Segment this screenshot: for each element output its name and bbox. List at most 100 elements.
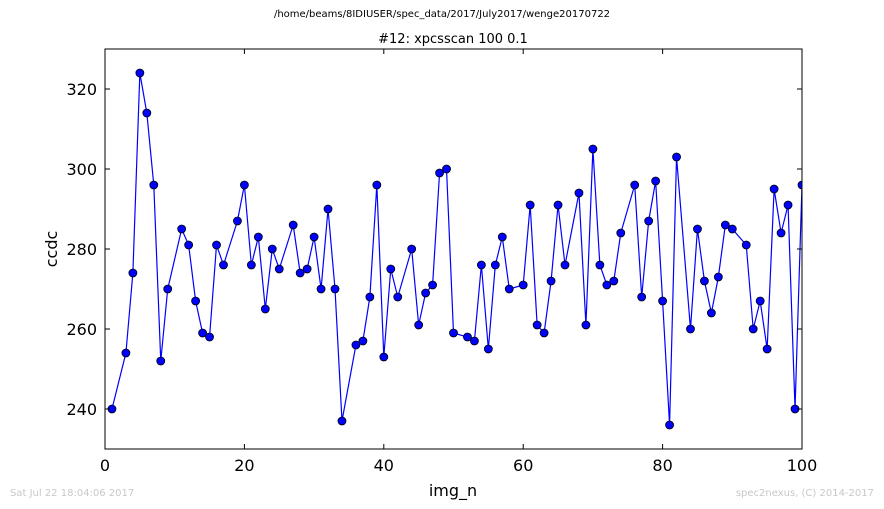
data-point (532, 320, 542, 330)
data-point (288, 220, 298, 230)
y-tick-label: 320 (66, 80, 97, 99)
data-point (539, 328, 549, 338)
data-point (769, 184, 779, 194)
x-tick-label: 100 (787, 456, 818, 475)
data-point (651, 176, 661, 186)
data-point (470, 336, 479, 346)
data-point (156, 356, 166, 366)
data-point (386, 264, 396, 274)
data-point (309, 232, 319, 242)
data-point (260, 304, 270, 314)
y-tick-label: 260 (66, 320, 97, 339)
data-point (553, 200, 563, 210)
data-point (435, 168, 444, 178)
data-point (219, 260, 228, 270)
data-point (163, 284, 173, 294)
data-point (518, 280, 528, 290)
data-point (135, 68, 145, 78)
data-point (783, 200, 793, 210)
chart-title: #12: xpcsscan 100 0.1 (378, 32, 528, 47)
data-point (128, 268, 138, 278)
footer-credit: spec2nexus, (C) 2014-2017 (735, 488, 874, 499)
data-point (616, 228, 626, 238)
data-point (644, 216, 654, 226)
data-point (393, 292, 403, 302)
data-point (727, 224, 737, 234)
data-point (595, 260, 605, 270)
data-point (449, 328, 458, 338)
data-point (741, 240, 751, 250)
data-point (316, 284, 326, 294)
data-point (546, 276, 556, 286)
data-point (574, 188, 584, 198)
data-point (142, 108, 152, 118)
data-point (665, 420, 674, 430)
x-axis-label: img_n (429, 481, 477, 501)
data-point (476, 260, 486, 270)
data-point (762, 344, 772, 354)
x-tick-label: 80 (652, 456, 672, 475)
data-point (212, 240, 221, 250)
data-point (428, 280, 437, 290)
data-point (483, 344, 493, 354)
data-point (748, 324, 758, 334)
footer-timestamp: Sat Jul 22 18:04:06 2017 (10, 488, 135, 499)
data-point (205, 332, 214, 342)
data-point (720, 220, 730, 230)
y-tick-label: 280 (66, 240, 97, 259)
data-point (233, 216, 242, 226)
data-point (658, 296, 667, 306)
data-point (602, 280, 612, 290)
data-point (372, 180, 382, 190)
data-point (121, 348, 131, 358)
data-point (637, 292, 647, 302)
y-axis-label: ccdc (42, 231, 61, 268)
data-point (330, 284, 340, 294)
data-point (351, 340, 361, 350)
data-point (442, 164, 451, 174)
data-point (253, 232, 263, 242)
data-point (149, 180, 159, 190)
data-point (295, 268, 305, 278)
data-point (267, 244, 277, 254)
data-point (191, 296, 201, 306)
data-point (337, 416, 347, 426)
data-point (686, 324, 695, 334)
data-point (700, 276, 709, 286)
data-point (525, 200, 535, 210)
data-point (184, 240, 194, 250)
data-point (323, 204, 333, 214)
x-tick-label: 60 (513, 456, 533, 475)
data-point (358, 336, 368, 346)
data-point (713, 272, 723, 282)
data-point (274, 264, 284, 274)
y-tick-label: 300 (66, 160, 97, 179)
data-point (560, 260, 570, 270)
data-point (414, 320, 424, 330)
data-point (609, 276, 619, 286)
y-tick-label: 240 (66, 400, 97, 419)
data-point (490, 260, 500, 270)
data-point (797, 180, 802, 190)
data-point (246, 260, 256, 270)
data-point (755, 296, 765, 306)
data-point (177, 224, 187, 234)
data-point (706, 308, 716, 318)
series-line (111, 72, 802, 426)
data-point (379, 352, 389, 362)
file-path: /home/beams/8IDIUSER/spec_data/2017/July… (273, 9, 611, 20)
x-tick-label: 0 (100, 456, 110, 475)
data-point (365, 292, 375, 302)
data-point (504, 284, 514, 294)
data-point (421, 288, 431, 298)
data-point (239, 180, 249, 190)
x-tick-label: 40 (374, 456, 394, 475)
data-point (497, 232, 507, 242)
data-point (302, 264, 312, 274)
data-point (693, 224, 702, 234)
data-point (407, 244, 417, 254)
x-tick-label: 20 (234, 456, 254, 475)
data-point (630, 180, 640, 190)
data-point (672, 152, 681, 162)
data-point (588, 144, 598, 154)
